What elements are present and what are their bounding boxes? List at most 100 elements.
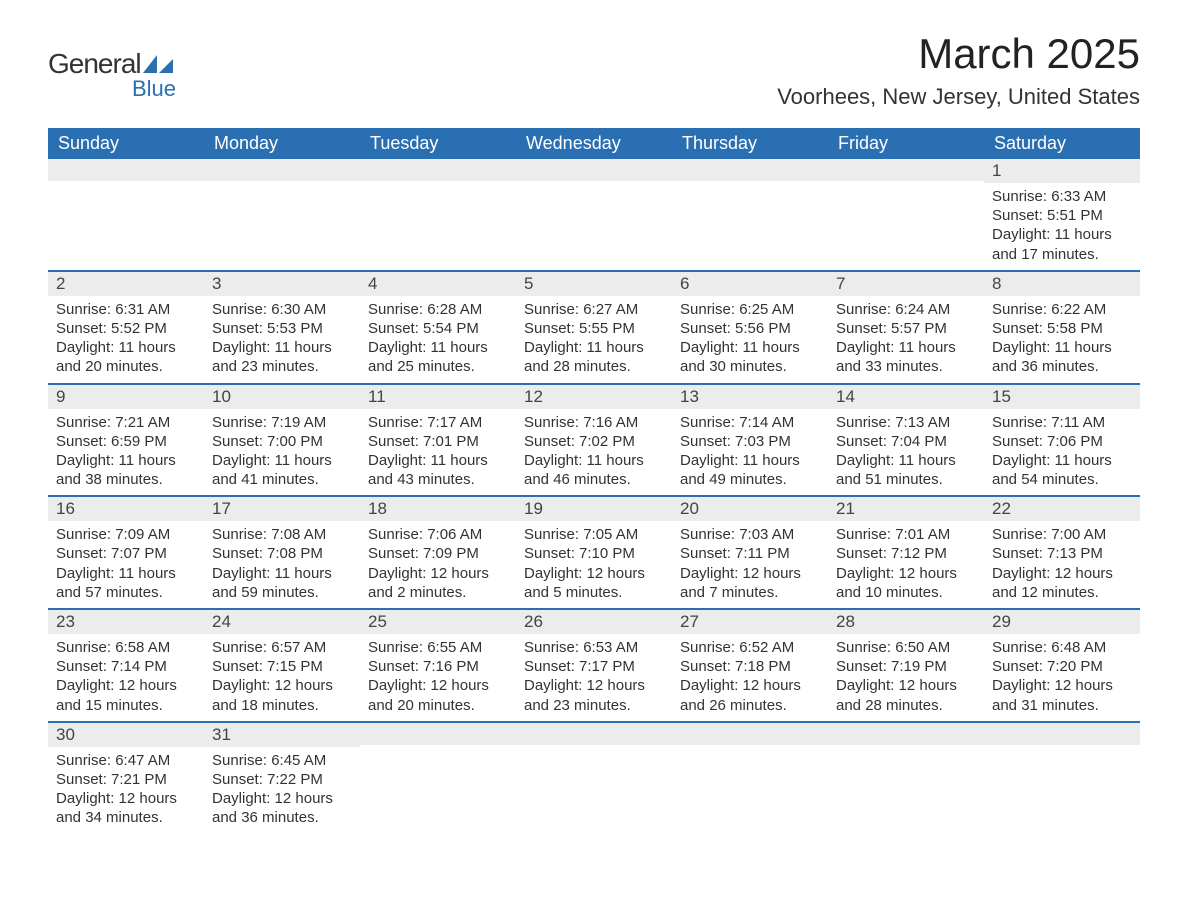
day-d2: and 33 minutes. xyxy=(836,357,976,376)
day-d1: Daylight: 11 hours xyxy=(368,338,508,357)
day-d1: Daylight: 12 hours xyxy=(56,789,196,808)
day-sunset: Sunset: 7:01 PM xyxy=(368,432,508,451)
day-number: 28 xyxy=(828,610,984,634)
day-d1: Daylight: 11 hours xyxy=(836,451,976,470)
day-sunrise: Sunrise: 6:55 AM xyxy=(368,638,508,657)
day-content: Sunrise: 6:55 AMSunset: 7:16 PMDaylight:… xyxy=(360,634,516,721)
day-d2: and 41 minutes. xyxy=(212,470,352,489)
day-sunrise: Sunrise: 6:52 AM xyxy=(680,638,820,657)
day-number: 16 xyxy=(48,497,204,521)
calendar-cell: 8Sunrise: 6:22 AMSunset: 5:58 PMDaylight… xyxy=(984,271,1140,384)
day-sunset: Sunset: 7:18 PM xyxy=(680,657,820,676)
title-block: March 2025 Voorhees, New Jersey, United … xyxy=(777,30,1140,110)
location-subtitle: Voorhees, New Jersey, United States xyxy=(777,84,1140,110)
day-sunset: Sunset: 7:02 PM xyxy=(524,432,664,451)
day-d1: Daylight: 11 hours xyxy=(56,451,196,470)
day-d2: and 23 minutes. xyxy=(212,357,352,376)
weekday-header: Friday xyxy=(828,128,984,159)
day-sunset: Sunset: 5:52 PM xyxy=(56,319,196,338)
calendar-cell: 13Sunrise: 7:14 AMSunset: 7:03 PMDayligh… xyxy=(672,384,828,497)
calendar-cell: 14Sunrise: 7:13 AMSunset: 7:04 PMDayligh… xyxy=(828,384,984,497)
day-content: Sunrise: 6:33 AMSunset: 5:51 PMDaylight:… xyxy=(984,183,1140,270)
day-number: 22 xyxy=(984,497,1140,521)
day-d1: Daylight: 12 hours xyxy=(212,676,352,695)
day-d1: Daylight: 12 hours xyxy=(680,564,820,583)
calendar-cell: 21Sunrise: 7:01 AMSunset: 7:12 PMDayligh… xyxy=(828,496,984,609)
day-content: Sunrise: 7:00 AMSunset: 7:13 PMDaylight:… xyxy=(984,521,1140,608)
day-content: Sunrise: 6:52 AMSunset: 7:18 PMDaylight:… xyxy=(672,634,828,721)
day-number: 23 xyxy=(48,610,204,634)
day-d2: and 2 minutes. xyxy=(368,583,508,602)
day-number: 29 xyxy=(984,610,1140,634)
day-content xyxy=(204,181,360,261)
day-content xyxy=(360,745,516,825)
day-content: Sunrise: 6:22 AMSunset: 5:58 PMDaylight:… xyxy=(984,296,1140,383)
day-sunrise: Sunrise: 7:00 AM xyxy=(992,525,1132,544)
calendar-cell: 2Sunrise: 6:31 AMSunset: 5:52 PMDaylight… xyxy=(48,271,204,384)
day-number xyxy=(204,159,360,181)
day-sunset: Sunset: 5:56 PM xyxy=(680,319,820,338)
calendar-cell: 7Sunrise: 6:24 AMSunset: 5:57 PMDaylight… xyxy=(828,271,984,384)
day-number: 21 xyxy=(828,497,984,521)
calendar-cell: 31Sunrise: 6:45 AMSunset: 7:22 PMDayligh… xyxy=(204,722,360,834)
day-d2: and 43 minutes. xyxy=(368,470,508,489)
day-sunset: Sunset: 7:15 PM xyxy=(212,657,352,676)
weekday-header-row: Sunday Monday Tuesday Wednesday Thursday… xyxy=(48,128,1140,159)
day-sunset: Sunset: 7:22 PM xyxy=(212,770,352,789)
day-number: 20 xyxy=(672,497,828,521)
day-d1: Daylight: 11 hours xyxy=(992,225,1132,244)
day-sunset: Sunset: 6:59 PM xyxy=(56,432,196,451)
day-d1: Daylight: 11 hours xyxy=(680,451,820,470)
day-number: 13 xyxy=(672,385,828,409)
day-d1: Daylight: 11 hours xyxy=(680,338,820,357)
day-content xyxy=(672,181,828,261)
day-sunrise: Sunrise: 6:58 AM xyxy=(56,638,196,657)
day-sunset: Sunset: 5:53 PM xyxy=(212,319,352,338)
day-d2: and 49 minutes. xyxy=(680,470,820,489)
day-d1: Daylight: 12 hours xyxy=(368,676,508,695)
day-content: Sunrise: 6:47 AMSunset: 7:21 PMDaylight:… xyxy=(48,747,204,834)
day-d1: Daylight: 12 hours xyxy=(56,676,196,695)
calendar-cell: 11Sunrise: 7:17 AMSunset: 7:01 PMDayligh… xyxy=(360,384,516,497)
header: General Blue March 2025 Voorhees, New Je… xyxy=(48,30,1140,110)
logo: General Blue xyxy=(48,48,176,102)
day-number: 1 xyxy=(984,159,1140,183)
day-sunset: Sunset: 7:14 PM xyxy=(56,657,196,676)
day-content: Sunrise: 7:01 AMSunset: 7:12 PMDaylight:… xyxy=(828,521,984,608)
day-sunrise: Sunrise: 7:21 AM xyxy=(56,413,196,432)
day-d2: and 12 minutes. xyxy=(992,583,1132,602)
calendar-cell xyxy=(516,722,672,834)
day-d2: and 28 minutes. xyxy=(836,696,976,715)
day-content: Sunrise: 7:08 AMSunset: 7:08 PMDaylight:… xyxy=(204,521,360,608)
calendar-cell: 10Sunrise: 7:19 AMSunset: 7:00 PMDayligh… xyxy=(204,384,360,497)
day-number: 25 xyxy=(360,610,516,634)
day-d1: Daylight: 12 hours xyxy=(524,676,664,695)
day-content xyxy=(360,181,516,261)
day-content: Sunrise: 6:45 AMSunset: 7:22 PMDaylight:… xyxy=(204,747,360,834)
day-content: Sunrise: 7:16 AMSunset: 7:02 PMDaylight:… xyxy=(516,409,672,496)
day-d1: Daylight: 11 hours xyxy=(992,338,1132,357)
day-d2: and 26 minutes. xyxy=(680,696,820,715)
day-number xyxy=(828,159,984,181)
day-content: Sunrise: 7:05 AMSunset: 7:10 PMDaylight:… xyxy=(516,521,672,608)
day-d1: Daylight: 12 hours xyxy=(836,676,976,695)
day-number: 26 xyxy=(516,610,672,634)
day-number xyxy=(48,159,204,181)
day-number: 10 xyxy=(204,385,360,409)
day-d1: Daylight: 11 hours xyxy=(56,564,196,583)
weekday-header: Thursday xyxy=(672,128,828,159)
day-d1: Daylight: 11 hours xyxy=(524,338,664,357)
day-sunrise: Sunrise: 7:13 AM xyxy=(836,413,976,432)
day-sunset: Sunset: 7:21 PM xyxy=(56,770,196,789)
day-content xyxy=(516,181,672,261)
day-sunrise: Sunrise: 6:53 AM xyxy=(524,638,664,657)
day-d1: Daylight: 12 hours xyxy=(212,789,352,808)
day-number xyxy=(672,723,828,745)
day-content: Sunrise: 6:50 AMSunset: 7:19 PMDaylight:… xyxy=(828,634,984,721)
day-number: 17 xyxy=(204,497,360,521)
day-number: 8 xyxy=(984,272,1140,296)
calendar-cell: 1Sunrise: 6:33 AMSunset: 5:51 PMDaylight… xyxy=(984,159,1140,271)
day-number: 19 xyxy=(516,497,672,521)
calendar-cell xyxy=(204,159,360,271)
day-d2: and 20 minutes. xyxy=(56,357,196,376)
